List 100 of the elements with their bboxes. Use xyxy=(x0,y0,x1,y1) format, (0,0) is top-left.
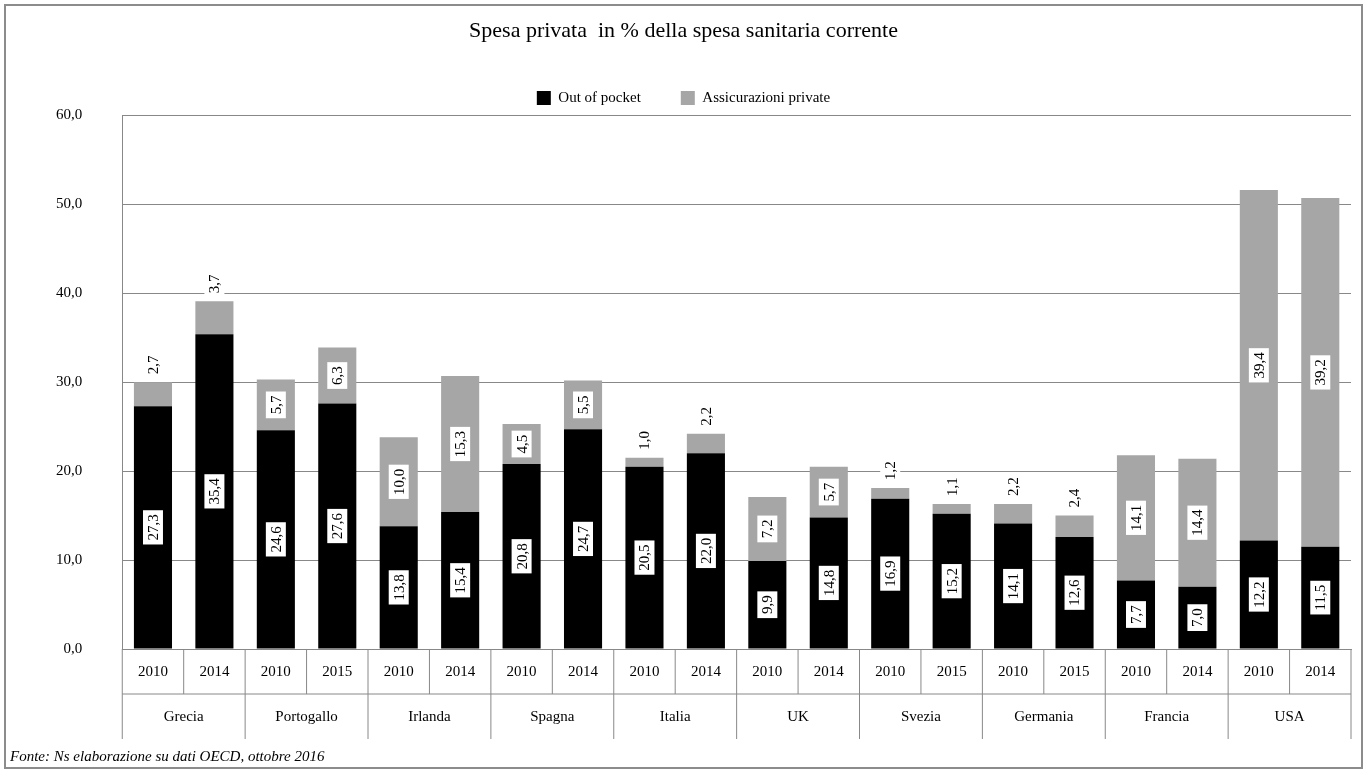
bar xyxy=(1055,515,1094,537)
data-label: 2,4 xyxy=(1066,488,1083,508)
bar xyxy=(318,403,357,649)
bar xyxy=(502,464,541,649)
bar xyxy=(686,433,725,454)
bar xyxy=(1178,458,1217,587)
data-label: 9,9 xyxy=(759,595,776,615)
data-label: 14,1 xyxy=(1005,572,1022,600)
bar xyxy=(871,498,910,649)
bar xyxy=(932,504,971,514)
x-tick-label: 2010 xyxy=(629,662,660,679)
data-label: 3,7 xyxy=(206,274,223,294)
data-label: 4,5 xyxy=(513,434,530,454)
bar xyxy=(195,334,234,649)
text: Portogallo xyxy=(275,707,338,724)
bar xyxy=(994,523,1033,649)
text: UK xyxy=(787,707,810,724)
x-tick-label: 2014 xyxy=(445,662,476,679)
x-tick-label: 2010 xyxy=(383,662,414,679)
source-note: Fonte: Ns elaborazione su dati OECD, ottobre 2016 xyxy=(9,747,325,764)
bar xyxy=(932,513,971,649)
data-label: 5,7 xyxy=(267,395,284,415)
data-label: 7,2 xyxy=(759,519,776,539)
y-tick-label: 60,0 xyxy=(56,106,83,123)
data-label: 2,2 xyxy=(1005,477,1022,497)
data-label: 11,5 xyxy=(1312,584,1329,611)
x-tick-label: 2014 xyxy=(568,662,599,679)
data-label: 7,7 xyxy=(1127,604,1144,624)
legend-label: Out of pocket xyxy=(558,88,642,105)
text: Germania xyxy=(1014,707,1074,724)
x-tick-label: 2010 xyxy=(506,662,537,679)
text: Irlanda xyxy=(408,707,452,724)
x-tick-label: 2015 xyxy=(1059,662,1090,679)
y-tick-label: 0,0 xyxy=(63,639,83,656)
x-tick-label: 2014 xyxy=(1305,662,1336,679)
data-label: 35,4 xyxy=(206,477,223,505)
bar xyxy=(563,429,603,649)
data-label: 22,0 xyxy=(697,537,714,565)
text: Svezia xyxy=(900,707,942,724)
x-tick-label: 2014 xyxy=(813,662,845,679)
data-label: 15,4 xyxy=(452,566,469,594)
data-label: 6,3 xyxy=(329,366,346,385)
bar xyxy=(1301,198,1340,547)
text: Francia xyxy=(1144,707,1190,724)
x-tick-label: 2010 xyxy=(1243,662,1274,679)
x-tick-label: 2014 xyxy=(1182,662,1213,679)
x-tick-label: 2010 xyxy=(998,662,1029,679)
bar xyxy=(809,517,848,649)
bar xyxy=(686,453,725,649)
bar xyxy=(871,488,910,499)
data-label: 12,6 xyxy=(1066,579,1083,606)
data-label: 20,8 xyxy=(513,543,530,570)
legend-label: Assicurazioni private xyxy=(702,88,831,105)
data-label: 13,8 xyxy=(390,574,407,601)
data-label: 2,7 xyxy=(144,354,161,375)
data-label: 7,0 xyxy=(1189,608,1206,627)
bar xyxy=(133,406,173,649)
y-tick-label: 10,0 xyxy=(56,551,83,567)
data-label: 5,7 xyxy=(820,482,837,502)
bar xyxy=(441,375,480,513)
text: Spagna xyxy=(530,707,575,724)
data-label: 20,5 xyxy=(636,544,653,571)
data-label: 24,7 xyxy=(574,525,591,553)
text: Italia xyxy=(659,707,691,724)
data-label: 27,6 xyxy=(329,512,346,540)
y-tick-label: 40,0 xyxy=(56,284,83,301)
data-label: 24,6 xyxy=(267,525,284,553)
y-tick-label: 50,0 xyxy=(56,195,83,212)
x-tick-label: 2010 xyxy=(875,662,906,679)
data-label: 14,8 xyxy=(820,569,837,597)
bar xyxy=(1239,190,1278,541)
y-tick-label: 20,0 xyxy=(56,462,83,479)
data-label: 15,3 xyxy=(452,430,469,458)
x-tick-label: 2014 xyxy=(690,662,722,679)
data-label: 1,1 xyxy=(943,477,960,497)
x-tick-label: 2010 xyxy=(752,662,783,679)
x-tick-label: 2010 xyxy=(137,662,168,679)
text: Grecia xyxy=(163,707,205,724)
data-label: 27,3 xyxy=(144,514,161,541)
bar xyxy=(625,466,664,649)
bar xyxy=(195,301,234,335)
data-label: 1,2 xyxy=(882,461,899,481)
x-tick-label: 2015 xyxy=(322,662,353,679)
data-label: 39,2 xyxy=(1312,359,1329,386)
data-label: 16,9 xyxy=(882,560,899,587)
data-label: 2,2 xyxy=(697,407,714,426)
data-label: 5,5 xyxy=(574,395,591,415)
x-tick-label: 2015 xyxy=(936,662,967,679)
chart-title: Spesa privata in % della spesa sanitaria corrente xyxy=(469,16,898,42)
bar xyxy=(1116,455,1156,581)
data-label: 12,2 xyxy=(1250,581,1267,608)
y-tick-label: 30,0 xyxy=(56,373,83,390)
bar xyxy=(441,512,480,649)
data-label: 14,4 xyxy=(1189,509,1206,536)
text: USA xyxy=(1274,707,1305,724)
data-label: 1,0 xyxy=(636,431,653,450)
bar xyxy=(133,382,173,407)
bar xyxy=(256,430,295,649)
data-label: 10,0 xyxy=(390,468,407,495)
x-tick-label: 2010 xyxy=(260,662,291,679)
